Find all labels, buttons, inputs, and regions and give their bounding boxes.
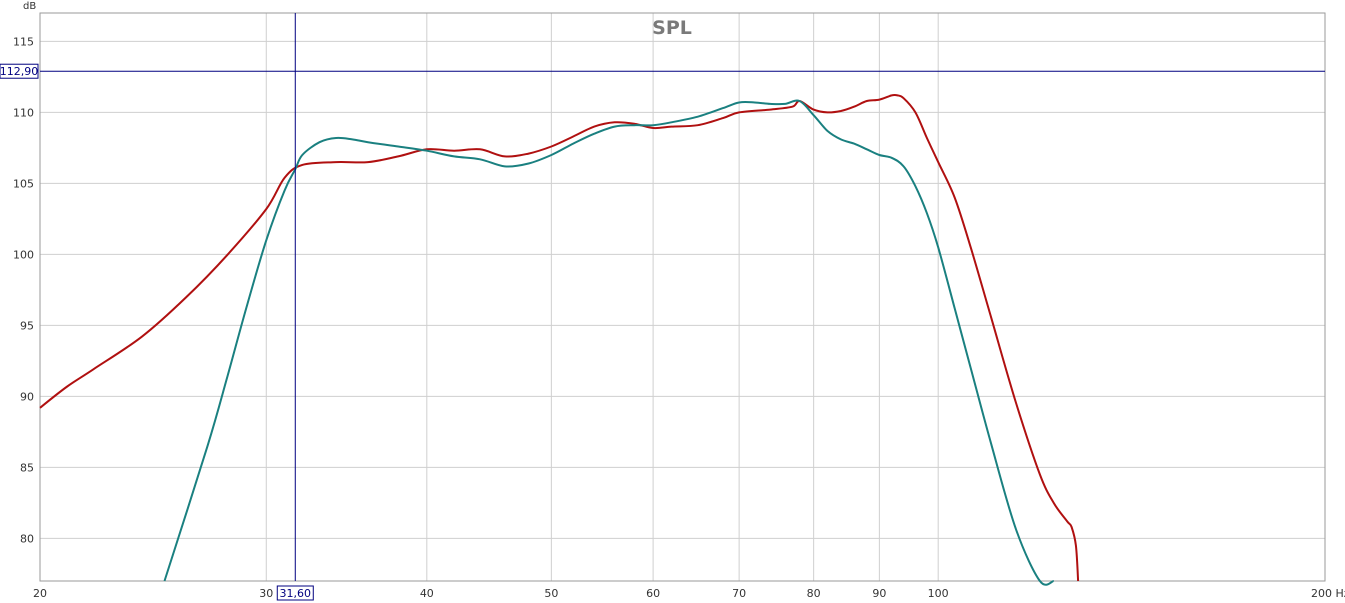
cursor-y-readout-box [0,63,39,79]
plot-area-frame [39,12,1326,582]
measurement-cursor[interactable]: 112,90 31,60 [0,13,1325,601]
y-tick-label: 90 [20,390,34,403]
x-tick-label: 50 [544,587,558,600]
y-tick-label: 115 [13,35,34,48]
cursor-x-readout-box [276,585,314,601]
grid-lines [40,13,1325,581]
x-tick-label: 60 [646,587,660,600]
y-tick-label: 100 [13,248,34,261]
y-tick-label: 110 [13,106,34,119]
x-tick-label: 100 [928,587,949,600]
cursor-x-readout: 31,60 [280,587,312,600]
x-tick-label: 200 Hz [1311,587,1345,600]
cursor-y-readout: 112,90 [0,65,38,78]
y-tick-label: 95 [20,319,34,332]
y-tick-label: 85 [20,461,34,474]
series-line-1 [39,93,1080,582]
x-tick-label: 90 [872,587,886,600]
y-axis-unit-label: dB [23,1,36,12]
chart-title: SPL [652,17,692,39]
series-line-2 [163,99,1055,586]
x-tick-label: 40 [420,587,434,600]
x-axis-ticks: 20 30 40 50 60 70 80 90 100 200 Hz [33,587,1345,600]
y-tick-label: 105 [13,177,34,190]
x-tick-label: 70 [732,587,746,600]
x-tick-label: 30 [259,587,273,600]
y-axis-ticks: 80 85 90 95 100 105 110 115 [13,35,34,545]
x-tick-label: 80 [807,587,821,600]
series-curves [39,93,1080,586]
x-tick-label: 20 [33,587,47,600]
y-tick-label: 80 [20,532,34,545]
